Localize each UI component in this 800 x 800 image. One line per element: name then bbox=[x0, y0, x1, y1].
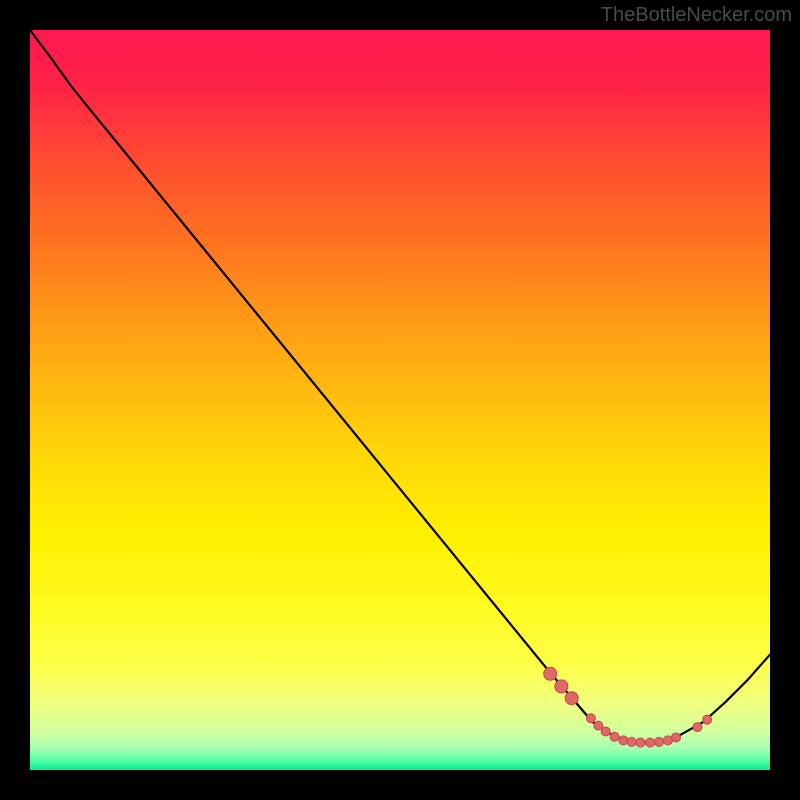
data-marker bbox=[610, 732, 619, 741]
chart-curve-layer bbox=[30, 30, 770, 770]
data-marker bbox=[619, 736, 628, 745]
data-marker bbox=[594, 721, 603, 730]
data-marker bbox=[693, 723, 702, 732]
data-marker bbox=[586, 714, 595, 723]
data-marker bbox=[565, 692, 578, 705]
data-marker bbox=[646, 738, 655, 747]
data-marker bbox=[544, 667, 557, 680]
data-markers bbox=[544, 667, 712, 747]
bottleneck-curve bbox=[30, 30, 770, 743]
data-marker bbox=[555, 680, 568, 693]
data-marker bbox=[601, 727, 610, 736]
watermark-text: TheBottleNecker.com bbox=[601, 4, 792, 27]
data-marker bbox=[636, 738, 645, 747]
data-marker bbox=[627, 737, 636, 746]
data-marker bbox=[655, 737, 664, 746]
data-marker bbox=[672, 733, 681, 742]
data-marker bbox=[703, 715, 712, 724]
chart-plot-area bbox=[30, 30, 770, 770]
